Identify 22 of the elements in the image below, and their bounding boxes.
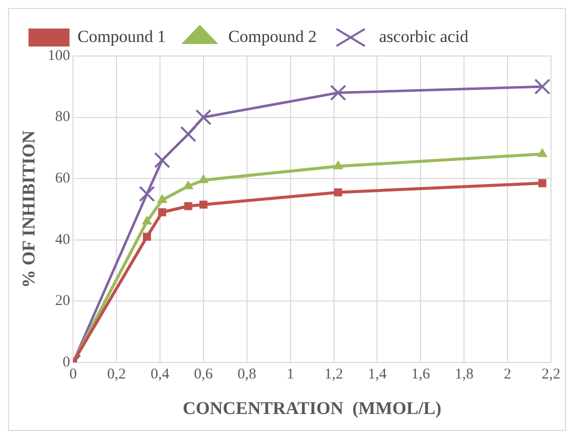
y-tick-label: 0: [62, 354, 70, 370]
x-tick-label: 1,6: [411, 366, 431, 382]
legend-label: Compound 1: [78, 26, 166, 46]
x-tick-label: 0,8: [238, 366, 256, 382]
x-tick-label: 1,8: [454, 366, 474, 382]
legend-label: ascorbic acid: [379, 26, 469, 46]
y-tick-label: 40: [55, 232, 70, 248]
x-tick-label: 0,4: [150, 366, 170, 382]
x-tick-label: 2: [504, 366, 512, 382]
x-tick-label: 0,6: [194, 366, 214, 382]
x-tick-label: 1,2: [324, 366, 344, 382]
y-axis-title: % OF INHIBITION: [18, 130, 38, 288]
legend-label: Compound 2: [228, 26, 317, 46]
y-tick-label: 20: [55, 293, 70, 310]
y-tick-label: 80: [55, 109, 70, 126]
y-tick-label: 100: [48, 48, 70, 64]
x-tick-label: 0,2: [107, 366, 126, 382]
y-tick-label: 60: [55, 170, 70, 186]
x-axis-title: CONCENTRATION (MMOL/L): [182, 398, 442, 418]
x-tick-label: 1,4: [368, 366, 388, 382]
x-tick-label: 2,2: [542, 366, 560, 382]
x-tick-label: 1: [286, 366, 294, 382]
